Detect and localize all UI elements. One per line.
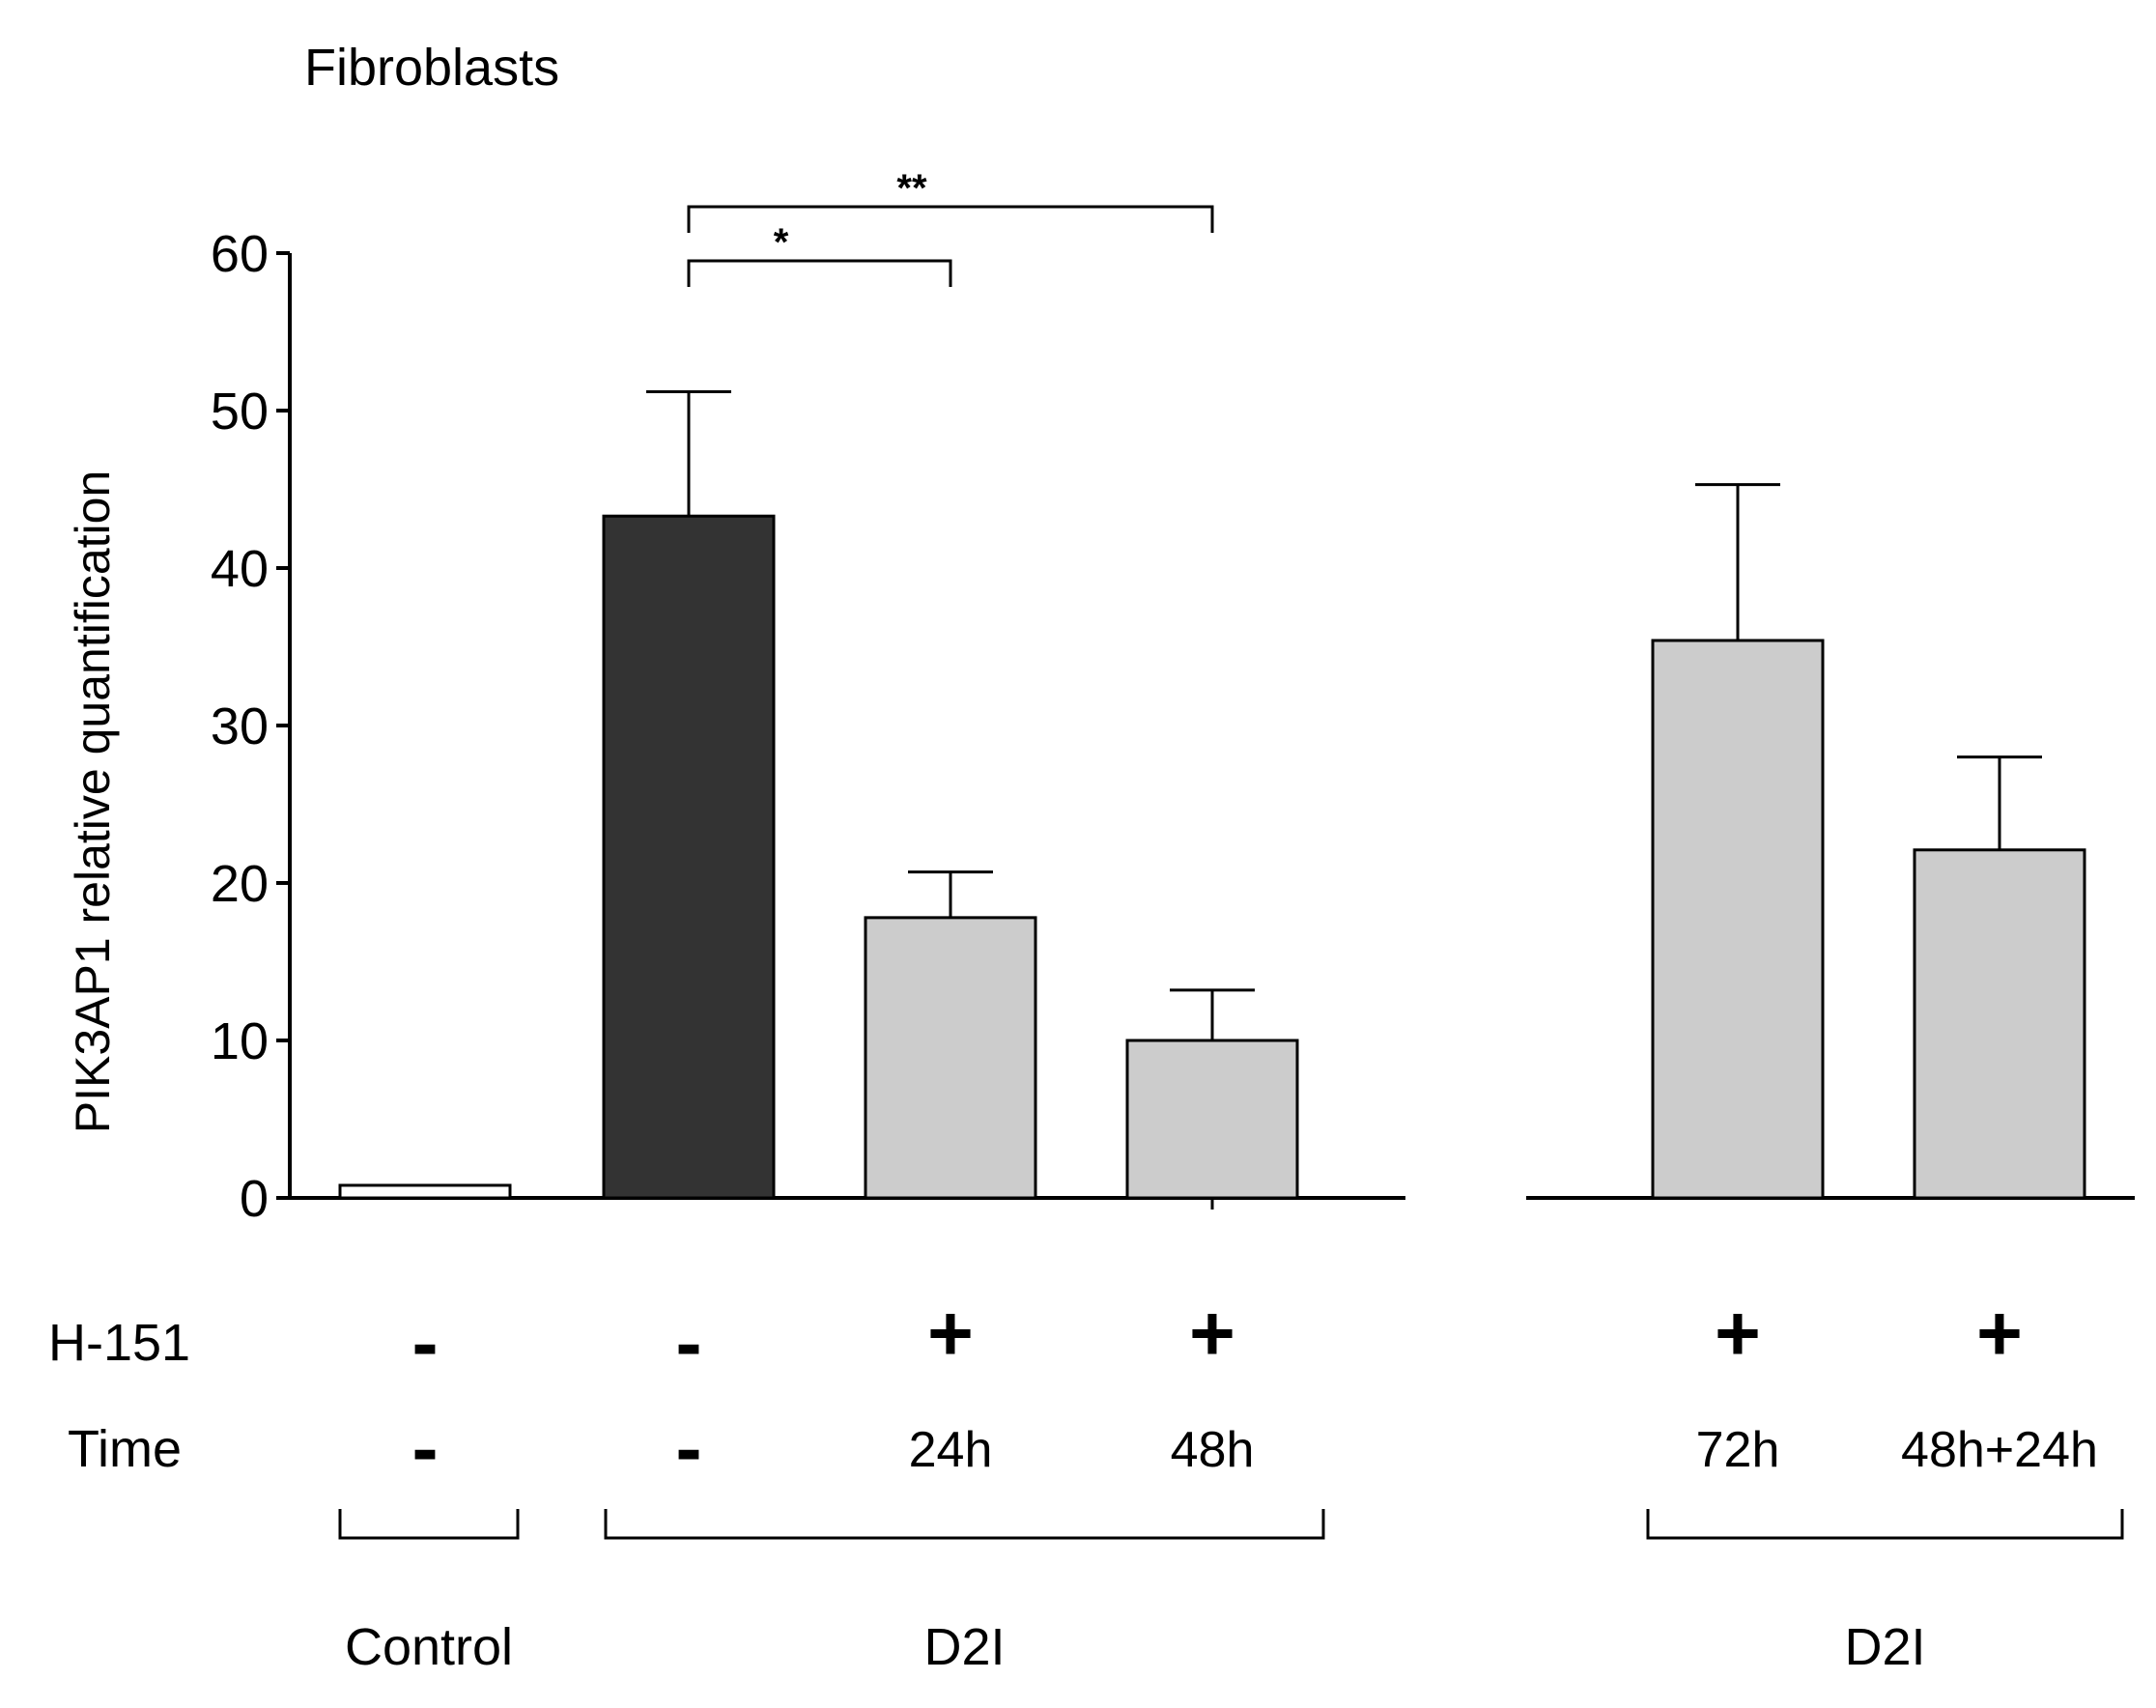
time-value-d2i-untreated: -: [675, 1405, 701, 1493]
y-axis-ticks: 0 10 20 30 40 50 60: [211, 225, 290, 1228]
bar-d2i-48h: [1125, 1039, 1299, 1200]
y-tick-label: 40: [211, 540, 269, 598]
significance-label: **: [896, 167, 927, 210]
y-tick-label: 50: [211, 383, 269, 441]
bars: [338, 514, 2086, 1200]
group-brackets: Control D2I D2I: [338, 1509, 2124, 1676]
group-label: D2I: [923, 1618, 1005, 1676]
bar-d2i-48h-24h: [1913, 848, 2086, 1200]
h151-value-d2i-untreated: -: [675, 1299, 701, 1387]
h151-value-d2i-72h: +: [1715, 1290, 1761, 1378]
group-bracket: [1646, 1509, 2124, 1540]
group-bracket: [338, 1509, 520, 1540]
row-label-h151: H-151: [48, 1314, 190, 1372]
time-value-control: -: [411, 1405, 438, 1493]
bar-d2i-24h: [864, 916, 1037, 1200]
group-label: D2I: [1844, 1618, 1925, 1676]
h151-value-d2i-48h: +: [1189, 1290, 1235, 1378]
group-label: Control: [345, 1618, 513, 1676]
significance-label: *: [774, 221, 789, 264]
group-bracket: [604, 1509, 1325, 1540]
significance-bracket: [687, 205, 1214, 233]
row-label-time: Time: [68, 1420, 182, 1478]
time-value-d2i-48h-24h: 48h+24h: [1901, 1422, 2098, 1478]
h151-value-control: -: [411, 1299, 438, 1387]
error-bars: [646, 389, 2042, 1040]
bar-d2i-72h: [1651, 639, 1825, 1200]
time-value-d2i-24h: 24h: [909, 1422, 993, 1478]
y-tick-label: 30: [211, 697, 269, 755]
significance-bracket: [687, 259, 952, 287]
significance-brackets: ***: [687, 167, 1214, 287]
bar-d2i-untreated: [602, 514, 776, 1200]
h151-value-d2i-48h-24h: +: [1976, 1290, 2023, 1378]
y-tick-label: 60: [211, 225, 269, 283]
bar-control: [338, 1183, 512, 1200]
y-axis-label: PIK3AP1 relative quantification: [66, 470, 120, 1134]
y-tick-label: 20: [211, 855, 269, 913]
time-value-d2i-72h: 72h: [1696, 1422, 1780, 1478]
y-tick-label: 0: [240, 1170, 269, 1228]
condition-table: - - - - +24h +48h +72h +48h+24h: [411, 1290, 2098, 1493]
h151-value-d2i-24h: +: [927, 1290, 974, 1378]
chart-title: Fibroblasts: [304, 39, 559, 97]
y-tick-label: 10: [211, 1012, 269, 1070]
time-value-d2i-48h: 48h: [1171, 1422, 1255, 1478]
